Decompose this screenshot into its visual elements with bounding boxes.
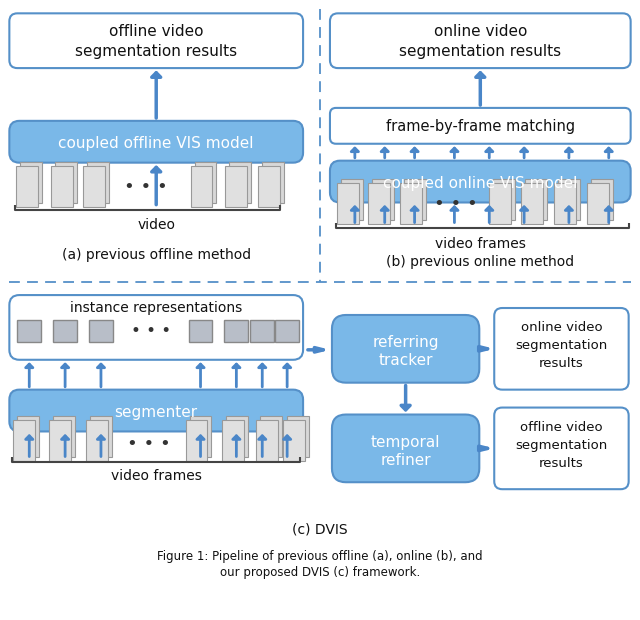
Text: tracker: tracker — [378, 353, 433, 368]
Bar — [189, 320, 212, 342]
Polygon shape — [53, 415, 75, 458]
FancyBboxPatch shape — [332, 415, 479, 482]
Polygon shape — [404, 179, 426, 220]
Polygon shape — [341, 179, 363, 220]
Text: online video: online video — [434, 24, 527, 39]
Text: instance representations: instance representations — [70, 301, 243, 315]
Polygon shape — [372, 179, 394, 220]
Polygon shape — [493, 179, 515, 220]
Polygon shape — [337, 182, 359, 224]
Text: segmentation results: segmentation results — [75, 43, 237, 59]
Polygon shape — [191, 166, 212, 208]
Text: segmentation: segmentation — [515, 439, 607, 452]
Polygon shape — [17, 415, 39, 458]
Bar — [89, 320, 113, 342]
Polygon shape — [186, 420, 207, 461]
Polygon shape — [554, 182, 576, 224]
Text: segmentation: segmentation — [515, 339, 607, 352]
FancyBboxPatch shape — [332, 315, 479, 383]
Polygon shape — [20, 162, 42, 203]
Polygon shape — [55, 162, 77, 203]
Polygon shape — [558, 179, 580, 220]
Bar — [53, 320, 77, 342]
Polygon shape — [223, 420, 244, 461]
Bar — [250, 320, 274, 342]
Polygon shape — [90, 415, 112, 458]
Bar — [225, 320, 248, 342]
FancyBboxPatch shape — [10, 389, 303, 432]
Polygon shape — [51, 166, 73, 208]
Text: coupled offline VIS model: coupled offline VIS model — [58, 136, 254, 151]
Text: (b) previous online method: (b) previous online method — [386, 255, 574, 269]
Polygon shape — [17, 166, 38, 208]
Text: coupled online VIS model: coupled online VIS model — [383, 176, 577, 191]
Polygon shape — [13, 420, 35, 461]
Polygon shape — [83, 166, 105, 208]
Text: video frames: video frames — [435, 237, 525, 251]
Text: our proposed DVIS (c) framework.: our proposed DVIS (c) framework. — [220, 566, 420, 579]
Text: • • •: • • • — [131, 322, 171, 340]
Polygon shape — [189, 415, 211, 458]
Text: offline video: offline video — [520, 421, 603, 434]
Polygon shape — [368, 182, 390, 224]
Text: refiner: refiner — [380, 453, 431, 468]
Text: temporal: temporal — [371, 435, 440, 450]
Polygon shape — [259, 166, 280, 208]
FancyBboxPatch shape — [494, 308, 628, 389]
Text: video: video — [137, 218, 175, 232]
Polygon shape — [256, 420, 278, 461]
Polygon shape — [87, 162, 109, 203]
Text: (a) previous offline method: (a) previous offline method — [61, 248, 251, 262]
Text: segmentation results: segmentation results — [399, 43, 561, 59]
Text: video frames: video frames — [111, 469, 202, 483]
Polygon shape — [399, 182, 422, 224]
Text: • • •: • • • — [433, 195, 477, 213]
Polygon shape — [521, 182, 543, 224]
Text: online video: online video — [520, 321, 602, 334]
Polygon shape — [229, 162, 252, 203]
Polygon shape — [525, 179, 547, 220]
Polygon shape — [587, 182, 609, 224]
Bar — [275, 320, 299, 342]
Text: frame-by-frame matching: frame-by-frame matching — [386, 119, 575, 135]
FancyBboxPatch shape — [10, 14, 303, 68]
Polygon shape — [591, 179, 612, 220]
Text: (c) DVIS: (c) DVIS — [292, 522, 348, 536]
Bar — [17, 320, 41, 342]
Polygon shape — [227, 415, 248, 458]
Text: offline video: offline video — [109, 24, 204, 39]
FancyBboxPatch shape — [330, 161, 630, 203]
Polygon shape — [260, 415, 282, 458]
FancyBboxPatch shape — [10, 121, 303, 162]
Text: results: results — [539, 357, 584, 370]
Polygon shape — [262, 162, 284, 203]
Polygon shape — [489, 182, 511, 224]
FancyBboxPatch shape — [494, 407, 628, 489]
Text: Figure 1: Pipeline of previous offline (a), online (b), and: Figure 1: Pipeline of previous offline (… — [157, 551, 483, 564]
Polygon shape — [195, 162, 216, 203]
Text: • • •: • • • — [127, 435, 171, 453]
Polygon shape — [49, 420, 71, 461]
FancyBboxPatch shape — [330, 14, 630, 68]
Text: referring: referring — [372, 335, 439, 350]
Text: segmenter: segmenter — [115, 405, 198, 420]
Polygon shape — [287, 415, 309, 458]
Polygon shape — [86, 420, 108, 461]
Polygon shape — [225, 166, 247, 208]
FancyBboxPatch shape — [10, 295, 303, 360]
Text: • • •: • • • — [124, 177, 168, 195]
Text: results: results — [539, 457, 584, 470]
FancyBboxPatch shape — [330, 108, 630, 144]
Polygon shape — [283, 420, 305, 461]
